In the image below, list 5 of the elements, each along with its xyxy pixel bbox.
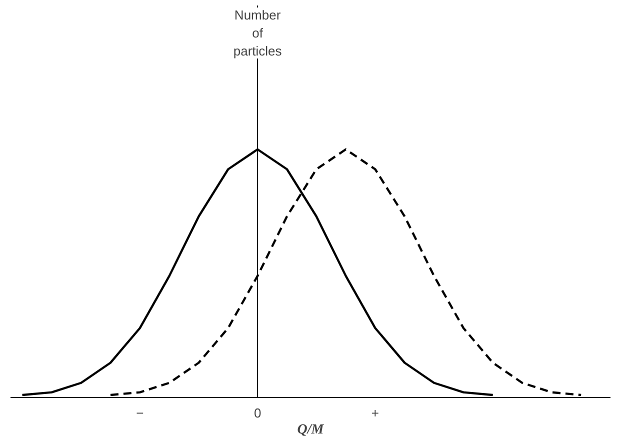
x-tick-label: + (371, 406, 380, 420)
x-tick-label: 0 (254, 406, 262, 420)
x-tick-label: − (136, 406, 144, 420)
text: Number of particles (233, 8, 282, 58)
x-axis-title: Q/M (297, 422, 324, 438)
